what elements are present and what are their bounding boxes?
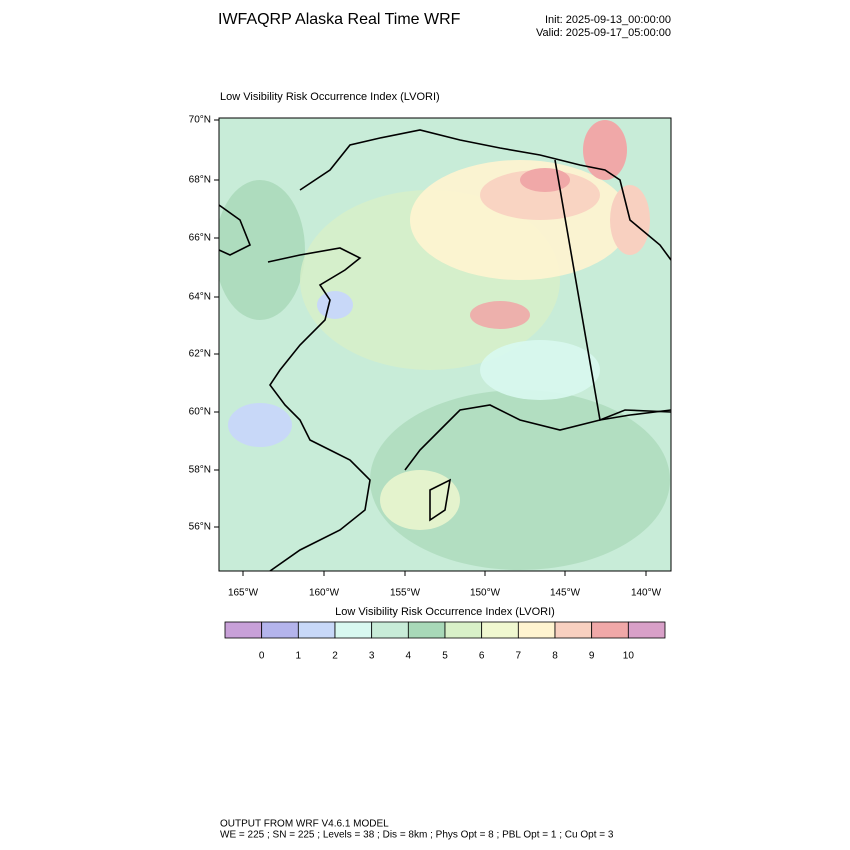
init-time: Init: 2025-09-13_00:00:00 — [545, 14, 671, 26]
border — [554, 159, 671, 422]
lon-label: 155°W — [390, 588, 421, 599]
field-area — [370, 390, 670, 570]
colorbar-box — [517, 621, 556, 639]
colorbar-label: 9 — [589, 651, 595, 662]
colorbar-label: 3 — [369, 651, 375, 662]
coastline — [404, 404, 671, 471]
main-title: IWFAQRP Alaska Real Time WRF — [218, 11, 461, 28]
colorbar-label: 8 — [552, 651, 558, 662]
colorbar-box — [261, 621, 299, 639]
colorbar-box — [224, 621, 263, 639]
colorbar-label: 1 — [296, 651, 302, 662]
colorbar-box — [554, 621, 593, 639]
lat-label: 62°N — [189, 349, 211, 360]
colorbar-box — [481, 621, 519, 639]
colorbar-label: 2 — [332, 651, 338, 662]
colorbar-box — [627, 621, 666, 639]
colorbar-label: 10 — [623, 651, 635, 662]
lat-label: 56°N — [189, 522, 211, 533]
map-frame — [218, 117, 672, 572]
valid-time: Valid: 2025-09-17_05:00:00 — [536, 27, 671, 39]
colorbar-label: 6 — [479, 651, 485, 662]
field-area — [219, 180, 305, 320]
colorbar-label: 5 — [442, 651, 448, 662]
lat-label: 60°N — [189, 407, 211, 418]
field-area — [520, 168, 570, 192]
colorbar-box — [444, 621, 483, 639]
lon-label: 140°W — [631, 588, 662, 599]
field-area — [480, 340, 600, 400]
map-title: Low Visibility Risk Occurrence Index (LV… — [220, 91, 440, 103]
lon-label: 160°W — [309, 588, 340, 599]
colorbar-label: 0 — [259, 651, 265, 662]
colorbar-box — [334, 621, 373, 639]
field-area — [228, 403, 292, 447]
coastlines — [219, 129, 671, 571]
lat-label: 66°N — [189, 233, 211, 244]
lon-label: 145°W — [550, 588, 581, 599]
coastline — [429, 478, 452, 522]
colorbar-box — [297, 621, 336, 639]
lat-label: 58°N — [189, 465, 211, 476]
field-area — [317, 291, 353, 319]
lat-label: 70°N — [189, 115, 211, 126]
colorbar-title: Low Visibility Risk Occurrence Index (LV… — [335, 606, 555, 618]
field-area — [380, 470, 460, 530]
footer-line: WE = 225 ; SN = 225 ; Levels = 38 ; Dis … — [220, 830, 614, 841]
footer-line: OUTPUT FROM WRF V4.6.1 MODEL — [220, 819, 389, 830]
coastline — [267, 247, 371, 571]
field-area — [583, 120, 627, 180]
lat-label: 64°N — [189, 292, 211, 303]
field — [219, 118, 671, 571]
lat-label: 68°N — [189, 175, 211, 186]
colorbar-box — [371, 621, 409, 639]
colorbar: 0 1 2 3 4 5 6 7 8 9 10 — [224, 621, 666, 662]
colorbar-label: 4 — [406, 651, 412, 662]
field-area — [470, 301, 530, 329]
coastline — [219, 204, 252, 256]
colorbar-box — [407, 621, 446, 639]
colorbar-box — [591, 621, 629, 639]
colorbar-label: 7 — [516, 651, 522, 662]
field-area — [480, 170, 600, 220]
lon-label: 150°W — [470, 588, 501, 599]
lon-label: 165°W — [228, 588, 259, 599]
coastline — [299, 129, 671, 261]
